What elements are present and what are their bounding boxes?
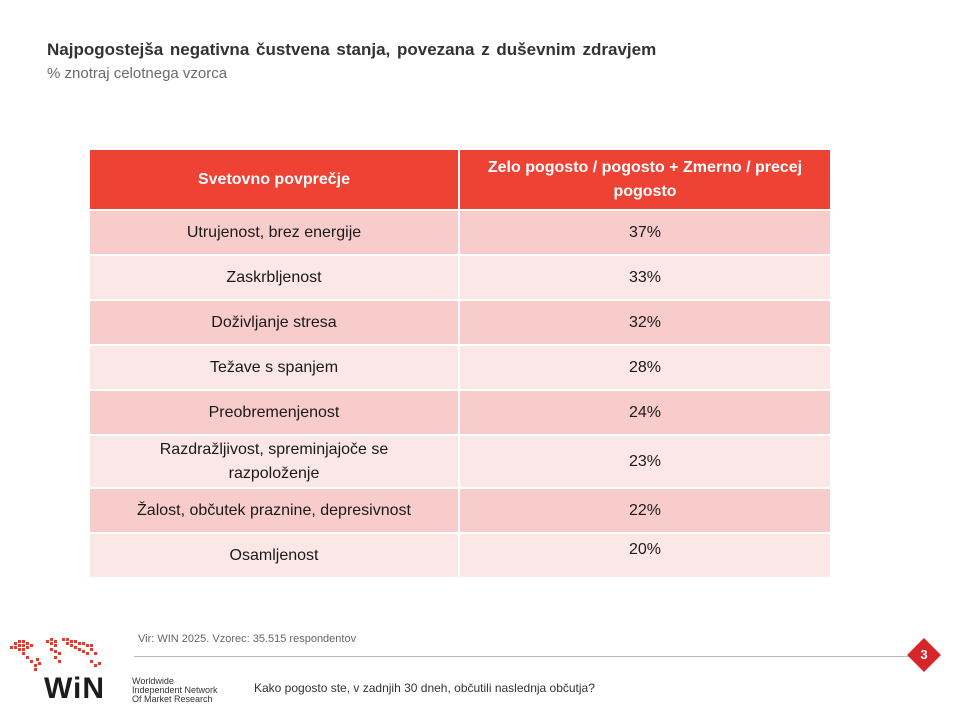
table-row: Doživljanje stresa 32% xyxy=(88,299,832,346)
table-header-row: Svetovno povprečje Zelo pogosto / pogost… xyxy=(88,148,832,211)
row-label: Razdražljivost, spreminjajoče se razpolo… xyxy=(88,434,460,489)
row-label: Doživljanje stresa xyxy=(88,299,460,346)
survey-question: Kako pogosto ste, v zadnjih 30 dneh, obč… xyxy=(254,681,595,695)
logo-tagline: Worldwide Independent Network Of Market … xyxy=(132,676,218,704)
row-value: 23% xyxy=(458,434,832,489)
column-header-region: Svetovno povprečje xyxy=(88,148,460,211)
row-value: 32% xyxy=(458,299,832,346)
table-row: Zaskrbljenost 33% xyxy=(88,254,832,301)
table-row: Žalost, občutek praznine, depresivnost 2… xyxy=(88,487,832,534)
page-number-badge: 3 xyxy=(907,638,941,672)
page-number: 3 xyxy=(920,647,928,662)
row-value: 24% xyxy=(458,389,832,436)
row-value: 33% xyxy=(458,254,832,301)
table-row: Utrujenost, brez energije 37% xyxy=(88,209,832,256)
row-label: Osamljenost xyxy=(88,532,460,579)
world-map-icon xyxy=(10,638,101,671)
row-value: 20% xyxy=(458,532,832,579)
table-row: Težave s spanjem 28% xyxy=(88,344,832,391)
row-value: 37% xyxy=(458,209,832,256)
source-note: Vir: WIN 2025. Vzorec: 35.515 respondent… xyxy=(138,633,357,645)
row-value: 28% xyxy=(458,344,832,391)
table-row: Preobremenjenost 24% xyxy=(88,389,832,436)
slide-subtitle: % znotraj celotnega vzorca xyxy=(47,65,228,82)
row-label: Težave s spanjem xyxy=(88,344,460,391)
table-row: Razdražljivost, spreminjajoče se razpolo… xyxy=(88,434,832,489)
row-label: Žalost, občutek praznine, depresivnost xyxy=(88,487,460,534)
row-label: Zaskrbljenost xyxy=(88,254,460,301)
row-label: Utrujenost, brez energije xyxy=(88,209,460,256)
results-table: Svetovno povprečje Zelo pogosto / pogost… xyxy=(88,148,832,579)
logo-wordmark: WiN xyxy=(44,672,106,705)
table-row: Osamljenost 20% xyxy=(88,532,832,579)
win-logo: WiN Worldwide Independent Network Of Mar… xyxy=(6,632,236,712)
slide-title: Najpogostejša negativna čustvena stanja,… xyxy=(47,40,657,59)
row-value: 22% xyxy=(458,487,832,534)
row-label: Preobremenjenost xyxy=(88,389,460,436)
column-header-frequency: Zelo pogosto / pogosto + Zmerno / precej… xyxy=(458,148,832,211)
footer-divider xyxy=(134,656,916,657)
